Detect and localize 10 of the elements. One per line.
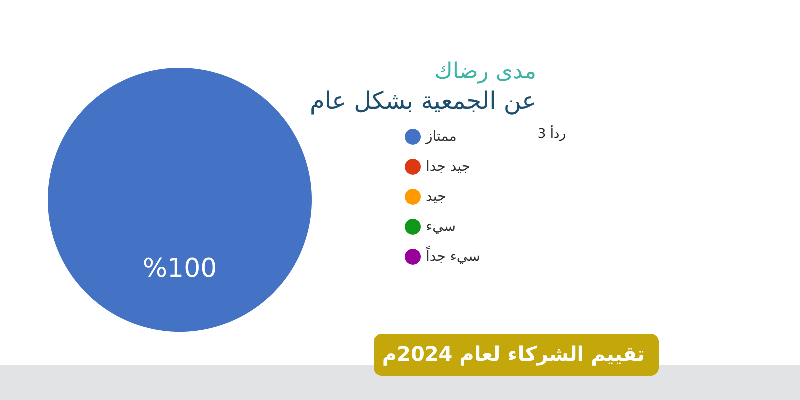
legend-label: جيد xyxy=(426,189,446,205)
legend-label: جيد جدا xyxy=(426,159,471,175)
legend-label: ممتاز xyxy=(425,129,457,145)
text: تقييم الشركاء لعام 2024م xyxy=(374,334,659,376)
data-label: %100 xyxy=(142,254,218,284)
chart-title: مدى رضاك xyxy=(434,60,536,84)
text: 3 ردأ xyxy=(538,125,566,142)
legend-label: سيء xyxy=(426,219,456,235)
text: عن الجمعية بشكل عام xyxy=(310,87,536,115)
legend-label: سيء جداً xyxy=(425,246,480,265)
